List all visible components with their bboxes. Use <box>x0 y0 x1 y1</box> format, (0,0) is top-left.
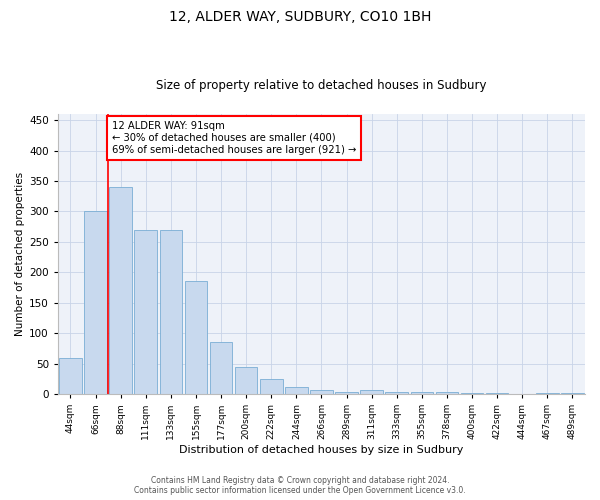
Bar <box>134 230 157 394</box>
Bar <box>185 282 207 394</box>
Bar <box>285 386 308 394</box>
Text: Contains HM Land Registry data © Crown copyright and database right 2024.
Contai: Contains HM Land Registry data © Crown c… <box>134 476 466 495</box>
Bar <box>335 392 358 394</box>
Bar <box>385 392 408 394</box>
Text: 12 ALDER WAY: 91sqm
← 30% of detached houses are smaller (400)
69% of semi-detac: 12 ALDER WAY: 91sqm ← 30% of detached ho… <box>112 122 356 154</box>
Title: Size of property relative to detached houses in Sudbury: Size of property relative to detached ho… <box>156 79 487 92</box>
Bar <box>536 393 559 394</box>
Bar <box>59 358 82 394</box>
Bar <box>361 390 383 394</box>
Bar <box>210 342 232 394</box>
Bar <box>410 392 433 394</box>
Bar <box>160 230 182 394</box>
Bar <box>436 392 458 394</box>
Bar <box>260 379 283 394</box>
Bar <box>109 187 132 394</box>
X-axis label: Distribution of detached houses by size in Sudbury: Distribution of detached houses by size … <box>179 445 464 455</box>
Bar <box>461 393 484 394</box>
Bar <box>84 212 107 394</box>
Bar <box>310 390 333 394</box>
Y-axis label: Number of detached properties: Number of detached properties <box>15 172 25 336</box>
Text: 12, ALDER WAY, SUDBURY, CO10 1BH: 12, ALDER WAY, SUDBURY, CO10 1BH <box>169 10 431 24</box>
Bar <box>235 366 257 394</box>
